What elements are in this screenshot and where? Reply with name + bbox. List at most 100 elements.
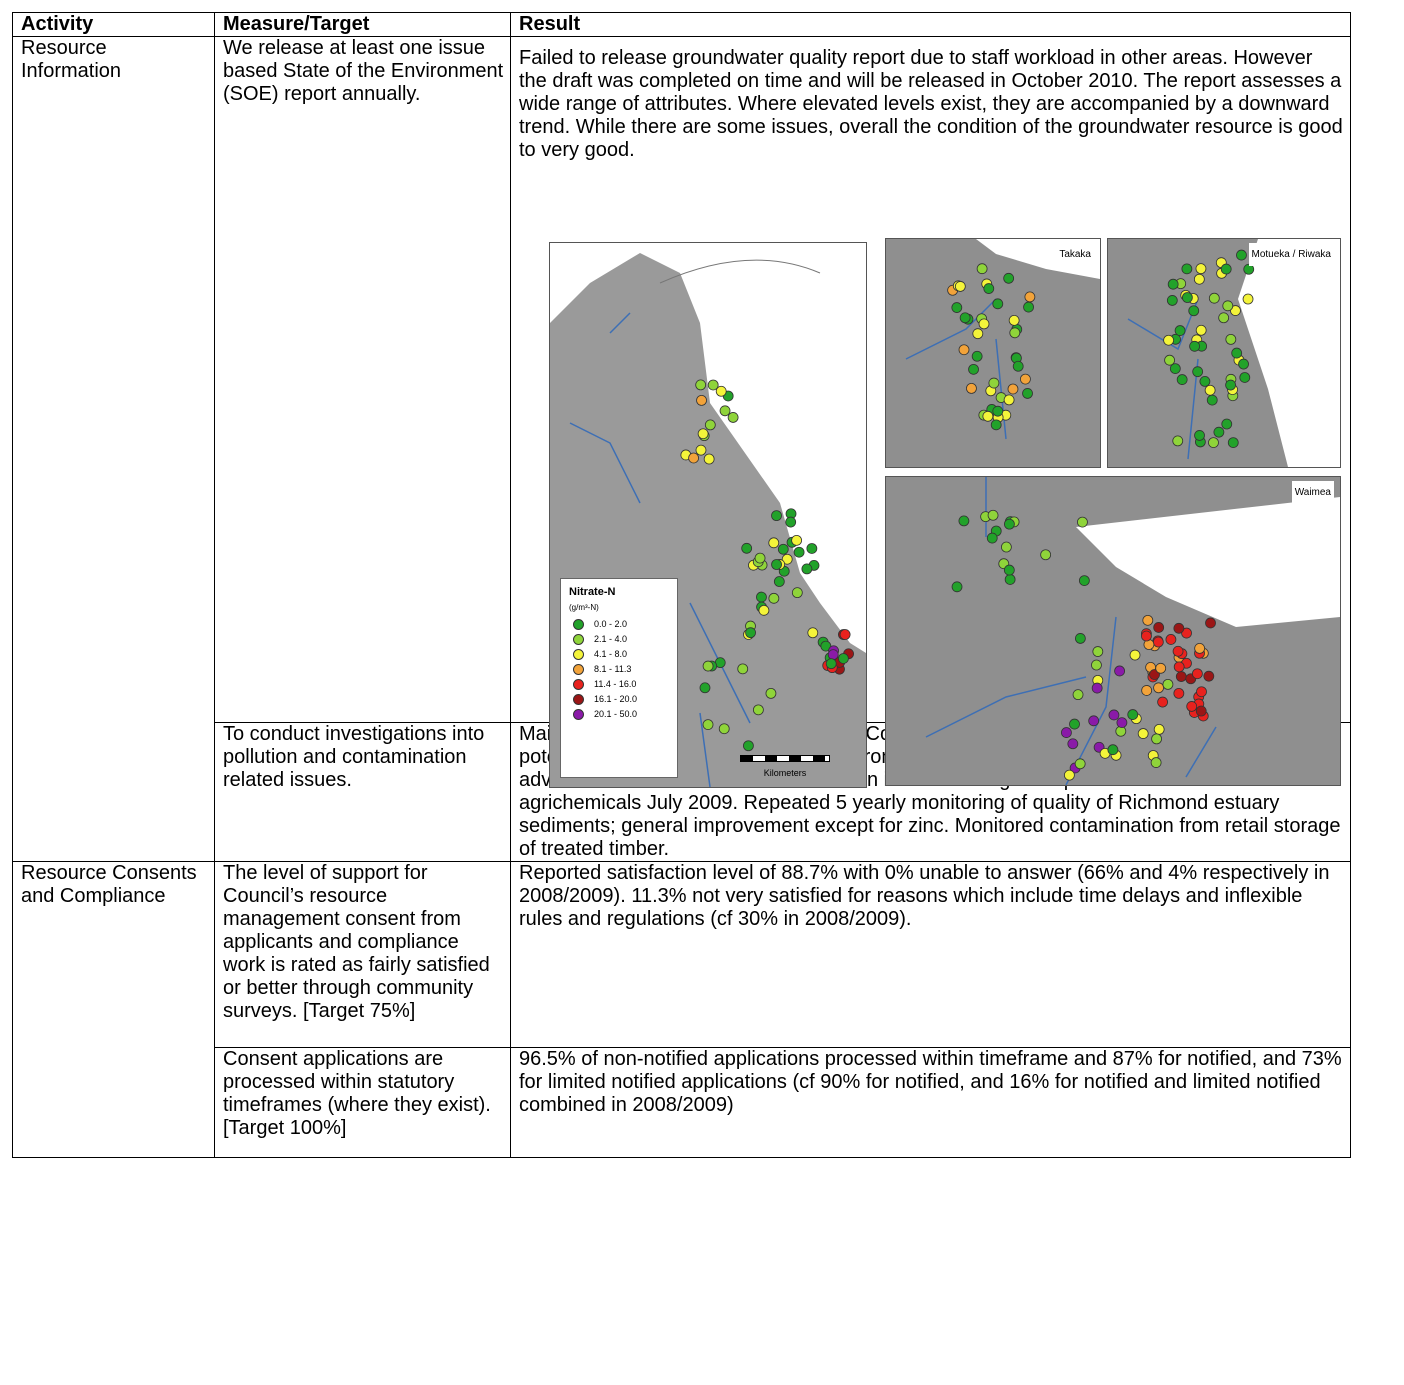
sample-point (972, 328, 984, 340)
sample-point (1196, 686, 1207, 698)
result-cell: Reported satisfaction level of 88.7% wit… (510, 861, 1351, 1048)
sample-point (1165, 634, 1177, 645)
legend-dot-icon (573, 634, 584, 645)
sample-point (781, 553, 793, 565)
sample-point (1195, 705, 1207, 717)
sample-point (1092, 646, 1104, 657)
takaka-label: Takaka (1056, 243, 1094, 266)
sample-point (696, 394, 707, 406)
sample-point (1225, 379, 1236, 391)
sample-point (1155, 662, 1167, 674)
legend-dot-icon (573, 679, 584, 690)
sample-point (1137, 728, 1149, 739)
sample-point (688, 452, 699, 464)
sample-point (1061, 727, 1072, 738)
sample-point (707, 379, 719, 391)
sample-point (1157, 696, 1169, 708)
waimea-map: Waimea (885, 476, 1341, 786)
sample-point (1020, 373, 1031, 385)
sample-point (695, 379, 707, 391)
sample-point (1074, 758, 1086, 770)
sample-point (1003, 564, 1015, 576)
sample-point (773, 576, 785, 587)
sample-point (791, 534, 803, 546)
sample-point (771, 559, 782, 570)
sample-point (702, 719, 714, 731)
legend-item: 20.1 - 50.0 (569, 707, 669, 722)
sample-point (1227, 437, 1239, 448)
sample-point (1063, 769, 1075, 781)
sample-point (1114, 665, 1126, 677)
sample-point (1107, 744, 1119, 756)
sample-point (1172, 645, 1184, 657)
performance-table: Activity Measure/Target Result Resource … (12, 12, 1351, 1158)
sample-point (771, 510, 782, 522)
sample-point (1151, 733, 1162, 745)
sample-point (697, 428, 709, 440)
sample-point (1176, 374, 1188, 385)
sample-point (1181, 627, 1192, 639)
sample-point (1129, 649, 1141, 661)
sample-point (1238, 358, 1249, 370)
motueka-label: Motueka / Riwaka (1248, 243, 1334, 266)
sample-point (987, 509, 999, 521)
legend-dot-icon (573, 694, 584, 705)
sample-point (986, 532, 998, 544)
sample-point (1009, 327, 1021, 339)
sample-point (785, 516, 797, 528)
sample-point (1116, 717, 1128, 728)
legend-label: 8.1 - 11.3 (594, 664, 632, 674)
measure-cell: Consent applications are processed withi… (214, 1047, 511, 1158)
sample-point (1152, 636, 1164, 648)
sample-point (983, 283, 995, 294)
sample-point (990, 419, 1002, 431)
sample-point (715, 385, 727, 397)
sample-point (1192, 366, 1204, 378)
activity-cell: Resource Information (12, 36, 215, 862)
sample-point (1008, 314, 1020, 326)
legend-label: 0.0 - 2.0 (594, 619, 628, 629)
sample-point (704, 419, 716, 431)
legend-label: 4.1 - 8.0 (594, 649, 628, 659)
sample-point (1175, 671, 1187, 682)
measure-cell: The level of support for Council’s resou… (214, 861, 511, 1048)
sample-point (992, 298, 1004, 310)
sample-point (1164, 354, 1175, 366)
sample-point (695, 444, 707, 456)
waimea-label: Waimea (1291, 481, 1334, 504)
scale-km-label: Kilometers (763, 768, 807, 778)
sample-point (1206, 394, 1218, 406)
sample-point (958, 515, 970, 527)
header-measure: Measure/Target (214, 12, 511, 37)
sample-point (1127, 709, 1139, 720)
sample-point (838, 653, 849, 664)
result-cell: 96.5% of non-notified applications proce… (510, 1047, 1351, 1158)
sample-point (1213, 426, 1225, 438)
sample-point (1173, 687, 1185, 699)
sample-point (699, 682, 711, 694)
legend-item: 11.4 - 16.0 (569, 677, 669, 692)
sample-point (1191, 668, 1203, 680)
sample-point (1218, 312, 1230, 324)
sample-points (680, 379, 854, 752)
result-text: Failed to release groundwater quality re… (519, 47, 1343, 161)
sample-point (743, 740, 754, 752)
sample-point (951, 581, 963, 593)
sample-point (1072, 689, 1084, 701)
sample-point (1225, 333, 1237, 345)
sample-point (1181, 263, 1193, 275)
sample-point (1242, 293, 1254, 305)
sample-point (1222, 300, 1234, 312)
sample-point (1074, 633, 1086, 644)
sample-point (737, 663, 749, 675)
sample-point (1022, 388, 1033, 399)
sample-point (1024, 291, 1036, 303)
sample-point (752, 704, 764, 716)
result-cell: Failed to release groundwater quality re… (510, 36, 1351, 788)
sample-point (988, 377, 1000, 389)
sample-point (1230, 305, 1241, 316)
sample-point (1193, 273, 1205, 285)
sample-point (765, 687, 777, 699)
sample-point (1221, 418, 1233, 430)
sample-point (754, 552, 766, 564)
